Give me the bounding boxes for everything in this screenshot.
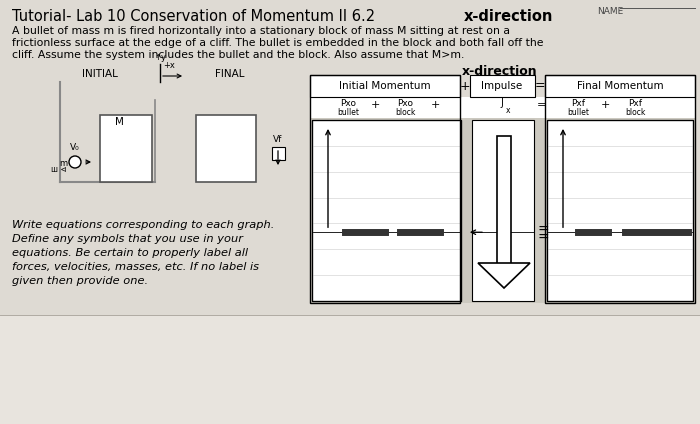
Text: Pxf: Pxf xyxy=(571,99,585,108)
Text: Impulse: Impulse xyxy=(482,81,523,91)
Text: Pxo: Pxo xyxy=(340,99,356,108)
Text: equations. Be certain to properly label all: equations. Be certain to properly label … xyxy=(12,248,248,258)
Bar xyxy=(310,97,695,118)
Text: +x: +x xyxy=(163,61,175,70)
Text: +: + xyxy=(370,100,379,111)
Bar xyxy=(472,120,534,301)
Text: =: = xyxy=(538,100,547,111)
Text: INITIAL: INITIAL xyxy=(82,69,118,79)
Text: =: = xyxy=(537,223,549,237)
Bar xyxy=(497,136,511,268)
Bar xyxy=(545,75,695,97)
Text: Define any symbols that you use in your: Define any symbols that you use in your xyxy=(12,234,243,244)
Text: M: M xyxy=(115,117,124,127)
Text: frictionless surface at the edge of a cliff. The bullet is embedded in the block: frictionless surface at the edge of a cl… xyxy=(12,38,543,48)
Text: x-direction: x-direction xyxy=(464,9,554,24)
Text: Final Momentum: Final Momentum xyxy=(577,81,664,91)
Bar xyxy=(312,120,461,301)
Text: ↑y: ↑y xyxy=(154,53,166,62)
Text: bullet: bullet xyxy=(337,108,359,117)
Text: =: = xyxy=(535,80,545,92)
Bar xyxy=(0,315,700,424)
Text: Pxf: Pxf xyxy=(628,99,642,108)
Text: cliff. Assume the system includes the bullet and the block. Also assume that M>m: cliff. Assume the system includes the bu… xyxy=(12,50,464,60)
Text: +: + xyxy=(460,80,470,92)
Bar xyxy=(547,120,693,301)
Bar xyxy=(310,75,460,97)
Bar xyxy=(547,120,693,301)
Bar xyxy=(312,120,461,301)
Text: Vf: Vf xyxy=(273,136,283,145)
Text: x-direction: x-direction xyxy=(462,65,538,78)
Text: +: + xyxy=(601,100,610,111)
Text: J: J xyxy=(500,98,503,108)
Bar xyxy=(310,75,460,303)
Bar xyxy=(196,115,256,182)
Polygon shape xyxy=(478,263,530,288)
Text: NAME: NAME xyxy=(597,7,623,16)
Circle shape xyxy=(69,156,81,168)
Bar xyxy=(470,75,535,97)
Text: A bullet of mass m is fired horizontally into a stationary block of mass M sitti: A bullet of mass m is fired horizontally… xyxy=(12,26,510,36)
Text: Initial Momentum: Initial Momentum xyxy=(340,81,430,91)
Text: block: block xyxy=(625,108,645,117)
Text: +: + xyxy=(430,100,440,111)
Bar xyxy=(272,147,285,160)
Bar xyxy=(100,115,152,182)
Text: Write equations corresponding to each graph.: Write equations corresponding to each gr… xyxy=(12,220,274,230)
Text: =: = xyxy=(537,231,549,245)
Text: V₀: V₀ xyxy=(70,143,80,152)
Text: m: m xyxy=(59,159,67,167)
Text: bullet: bullet xyxy=(567,108,589,117)
Text: x: x xyxy=(505,106,510,115)
Bar xyxy=(545,75,695,303)
Text: given then provide one.: given then provide one. xyxy=(12,276,148,286)
Text: ш ⊲: ш ⊲ xyxy=(51,165,67,175)
Bar xyxy=(310,118,695,303)
Text: FINAL: FINAL xyxy=(216,69,245,79)
Text: block: block xyxy=(395,108,415,117)
Text: forces, velocities, masses, etc. If no label is: forces, velocities, masses, etc. If no l… xyxy=(12,262,259,272)
Text: Pxo: Pxo xyxy=(397,99,413,108)
Text: Tutorial- Lab 10 Conservation of Momentum II 6.2: Tutorial- Lab 10 Conservation of Momentu… xyxy=(12,9,379,24)
